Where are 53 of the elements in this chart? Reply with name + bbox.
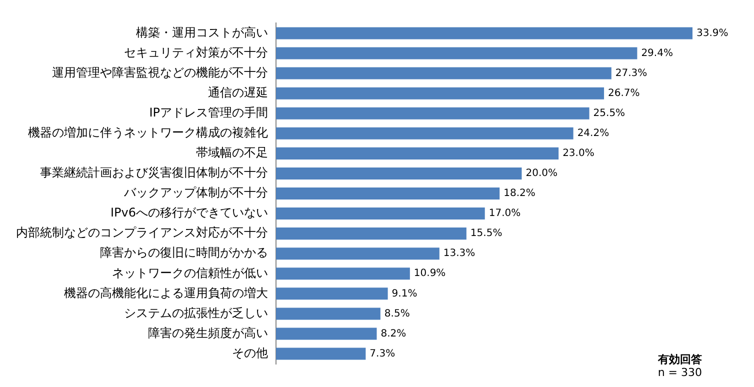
bar <box>276 147 559 160</box>
data-label: 24.2% <box>577 128 610 139</box>
data-label: 9.1% <box>392 288 418 300</box>
y-tick-label: ネットワークの信頼性が低い <box>112 266 268 280</box>
data-label: 20.0% <box>526 168 558 180</box>
y-tick-label: IPアドレス管理の手間 <box>149 105 268 120</box>
data-label: 7.3% <box>370 348 396 360</box>
bar <box>276 167 522 180</box>
data-label: 25.5% <box>593 108 626 119</box>
bar <box>276 208 485 220</box>
y-tick-label: セキュリティ対策が不十分 <box>124 45 268 60</box>
data-label: 13.3% <box>443 248 476 260</box>
bar <box>276 27 692 40</box>
y-tick-label: 機器の増加に伴うネットワーク構成の複雑化 <box>28 126 268 140</box>
data-label: 8.5% <box>384 308 410 320</box>
y-tick-label: 事業継続計画および災害復旧体制が不十分 <box>40 166 268 180</box>
y-tick-label: 機器の高機能化による運用負荷の増大 <box>64 286 268 300</box>
bar <box>276 127 574 140</box>
bar <box>276 328 377 340</box>
y-tick-label: 帯域幅の不足 <box>196 146 268 160</box>
y-tick-label: システムの拡張性が乏しい <box>124 306 268 320</box>
annotation: 有効回答 <box>658 353 702 366</box>
y-tick-label: 内部統制などのコンプライアンス対応が不十分 <box>16 226 268 240</box>
bar <box>276 87 604 100</box>
bar <box>276 248 440 260</box>
data-label: 26.7% <box>608 88 640 99</box>
y-tick-label: その他 <box>232 346 268 360</box>
y-tick-label: 障害からの復旧に時間がかかる <box>100 246 268 260</box>
data-label: 23.0% <box>562 148 594 160</box>
data-label: 29.4% <box>641 48 673 59</box>
text: n = 330 <box>658 366 702 379</box>
bar <box>276 288 388 300</box>
bar <box>276 187 500 200</box>
y-tick-label: IPv6への移行ができていない <box>110 206 268 220</box>
data-label: 27.3% <box>615 68 648 79</box>
bar <box>276 348 366 360</box>
data-label: 17.0% <box>488 208 521 220</box>
y-tick-label: 通信の遅延 <box>208 85 268 100</box>
bar <box>276 67 612 80</box>
bar <box>276 228 466 240</box>
y-tick-label: バックアップ体制が不十分 <box>123 186 268 200</box>
bar <box>276 107 590 120</box>
y-tick-label: 構築・運用コストが高い <box>136 25 268 40</box>
bar <box>276 308 380 320</box>
bar <box>276 47 638 60</box>
y-tick-label: 運用管理や障害監視などの機能が不十分 <box>52 65 268 80</box>
data-label: 33.9% <box>696 28 728 39</box>
y-tick-label: 障害の発生頻度が高い <box>148 326 268 340</box>
data-label: 18.2% <box>504 188 536 200</box>
bar <box>276 268 410 280</box>
data-label: 10.9% <box>414 268 446 280</box>
data-label: 8.2% <box>380 328 406 340</box>
data-label: 15.5% <box>470 228 502 240</box>
